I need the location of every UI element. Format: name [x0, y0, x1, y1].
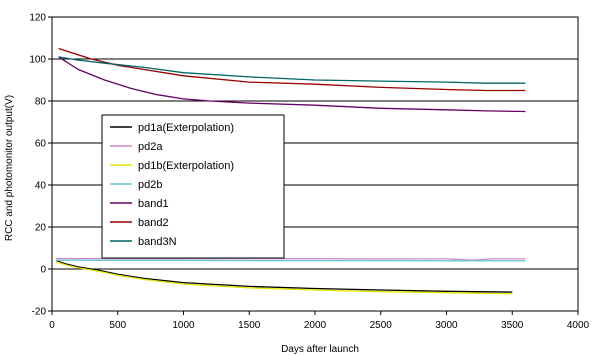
x-tick-label: 2000	[304, 320, 327, 331]
x-tick-label: 4000	[567, 320, 590, 331]
y-tick-label: 100	[29, 55, 46, 66]
series-lines	[55, 47, 526, 295]
x-tick-label: 1500	[238, 320, 261, 331]
x-tick-label: 0	[49, 320, 55, 331]
x-tick-label: 3000	[435, 320, 458, 331]
series-line-band2	[58, 47, 526, 92]
series-line-pd1b-exterpolation	[55, 260, 513, 295]
x-tick-label: 1000	[172, 320, 195, 331]
x-tick-label: 3500	[501, 320, 524, 331]
legend-label-pd2a: pd2a	[138, 141, 163, 153]
x-tick-label: 2500	[370, 320, 393, 331]
series-line-band3n	[58, 56, 526, 84]
y-tick-label: -20	[32, 307, 47, 318]
series-line-pd1a-exterpolation	[55, 259, 513, 293]
y-tick-label: 80	[35, 97, 47, 108]
legend-label-pd1a-exterpolation: pd1a(Exterpolation)	[138, 122, 234, 134]
y-tick-label: 40	[35, 181, 47, 192]
series-line-pd2a	[55, 257, 526, 261]
legend-label-pd1b-exterpolation: pd1b(Exterpolation)	[138, 160, 234, 172]
y-tick-label: 60	[35, 139, 47, 150]
y-tick-label: 20	[35, 223, 47, 234]
legend-label-band2: band2	[138, 217, 169, 229]
legend-box	[101, 114, 285, 259]
series-line-pd2b	[55, 259, 526, 262]
legend-label-band1: band1	[138, 198, 169, 210]
y-axis-title: RCC and photomonitor output(V)	[4, 95, 15, 241]
axes	[48, 16, 579, 315]
legend-label-pd2b: pd2b	[138, 179, 162, 191]
legend: pd1a(Exterpolation) pd2a pd1b(Exterpolatio…	[101, 114, 285, 259]
legend-label-band3n: band3N	[138, 236, 177, 248]
x-tick-label: 500	[109, 320, 126, 331]
y-tick-label: 0	[40, 265, 46, 276]
y-tick-label: 120	[29, 13, 46, 24]
series-line-band1	[58, 56, 526, 113]
x-axis-title: Days after launch	[281, 344, 359, 355]
